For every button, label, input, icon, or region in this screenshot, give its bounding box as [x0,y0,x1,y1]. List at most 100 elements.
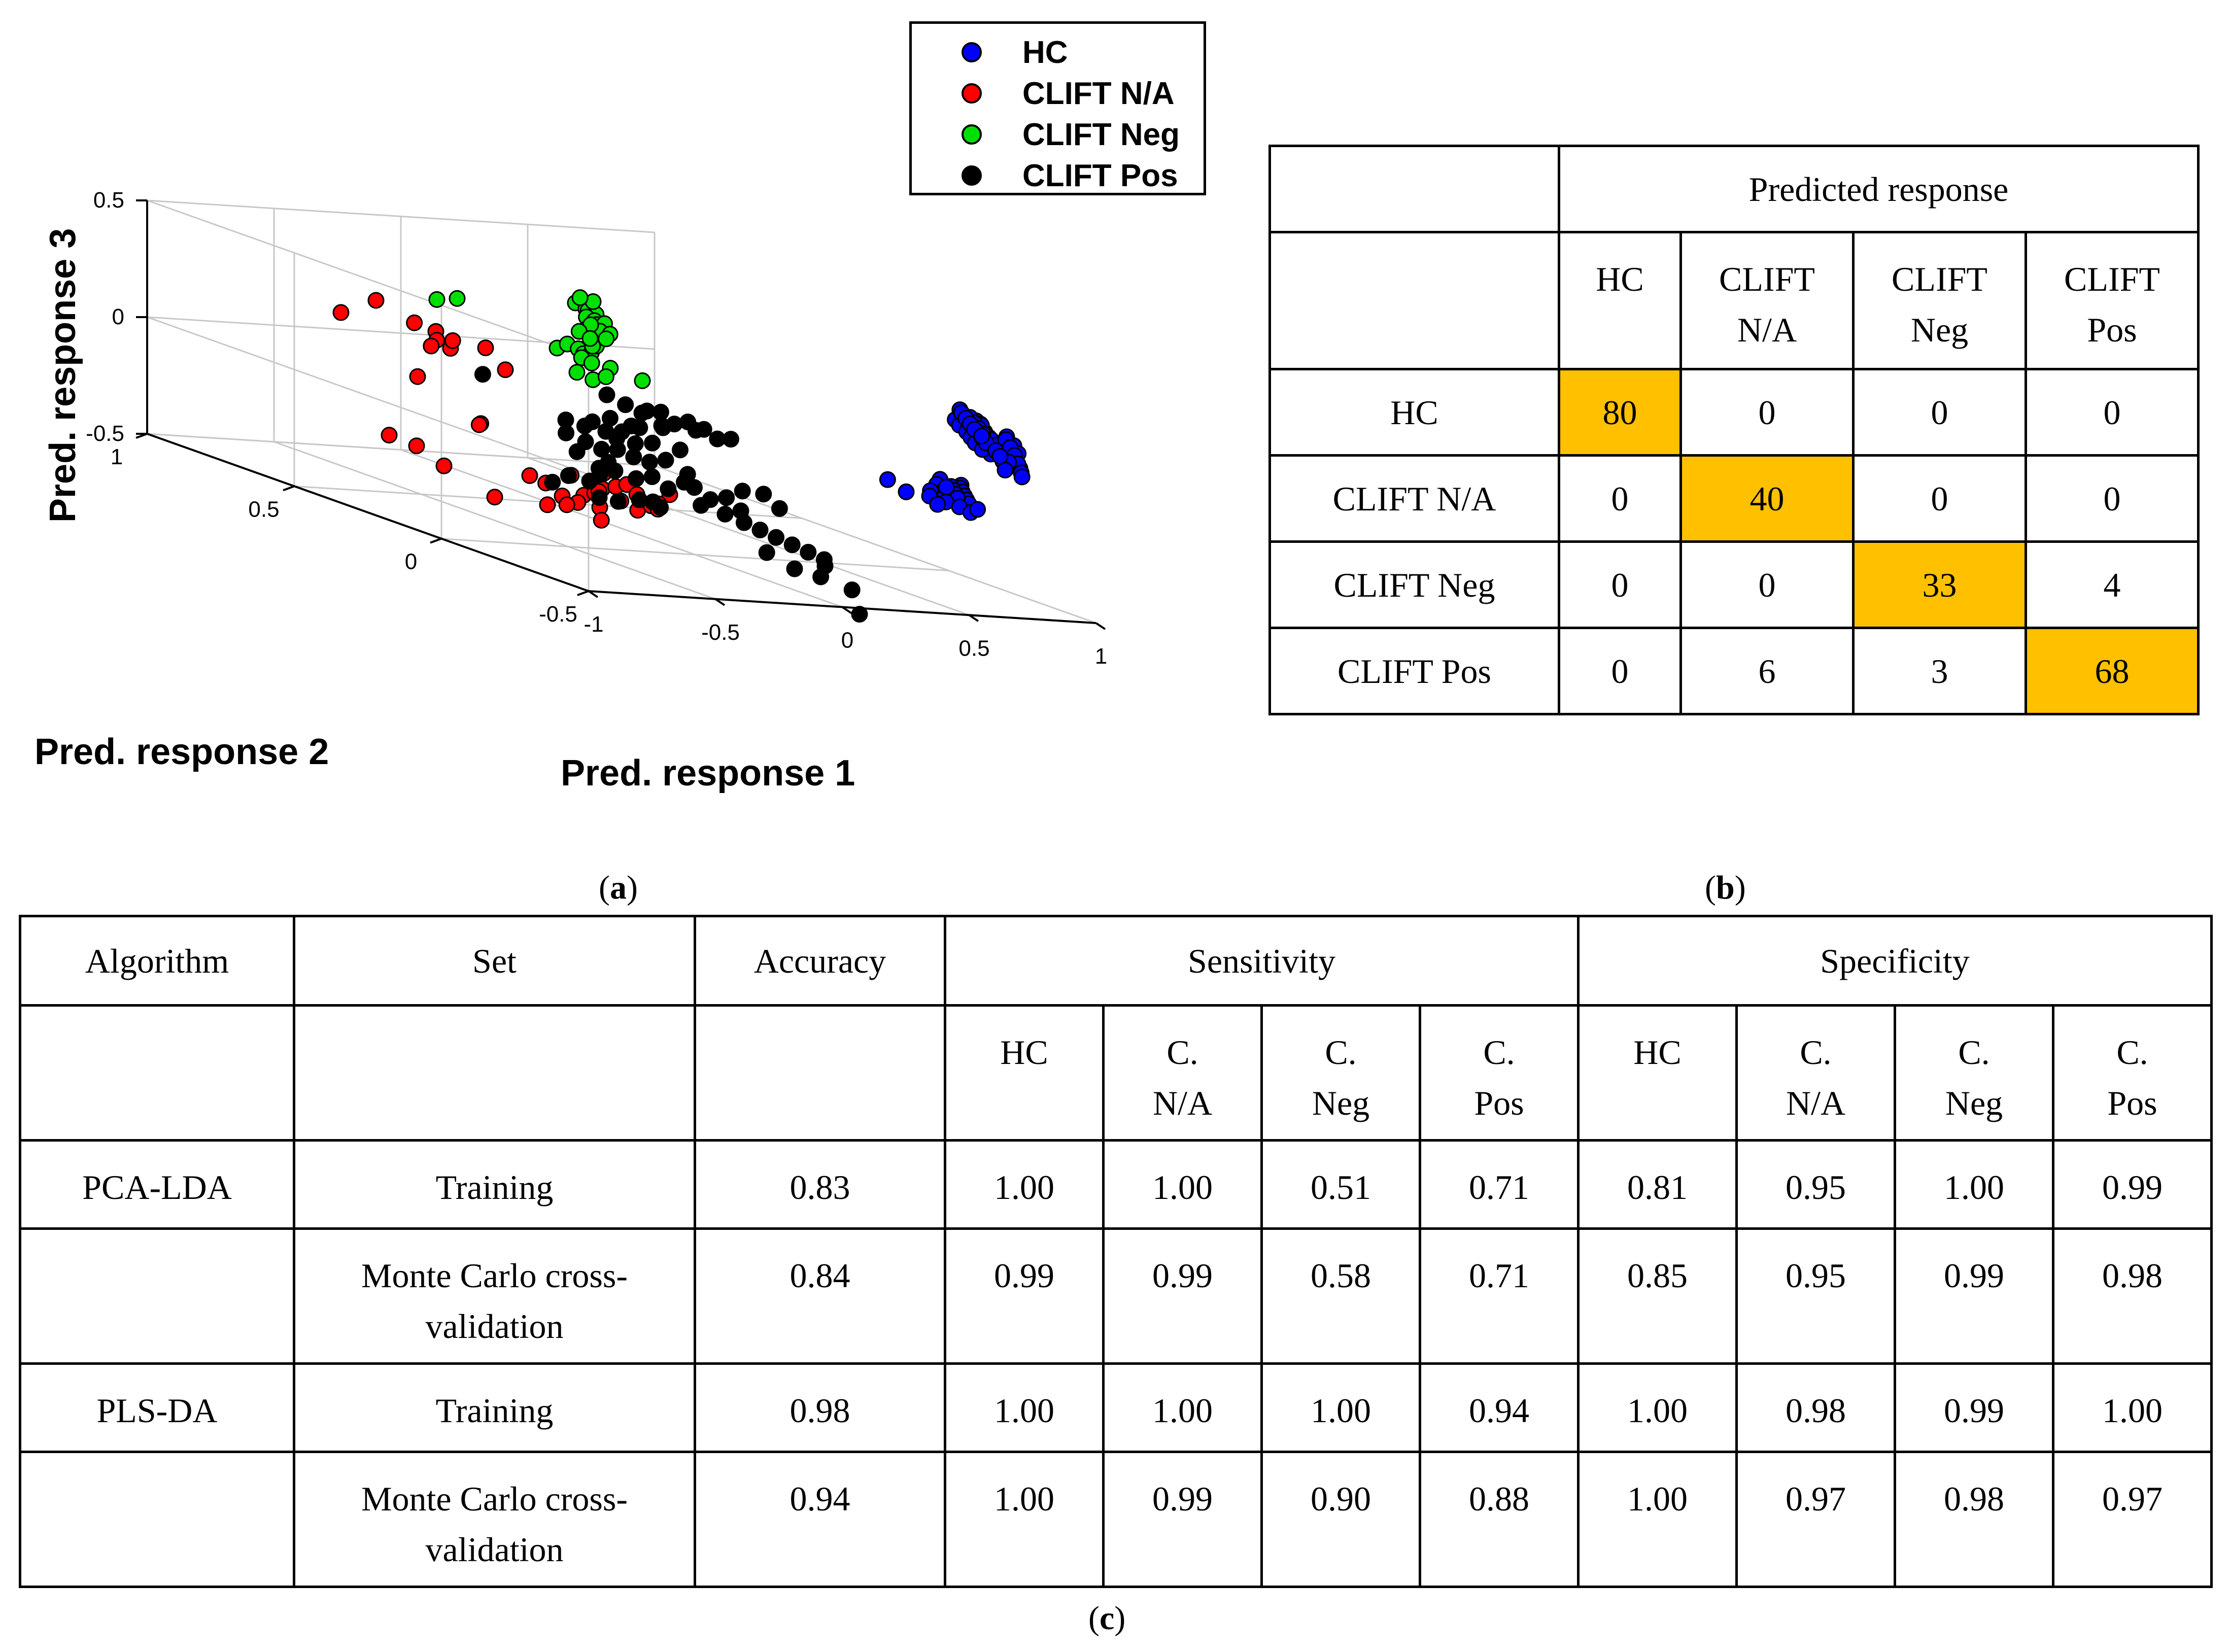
matrix-cell: 80 [1558,368,1682,457]
legend-label-clift-neg: CLIFT Neg [1022,117,1180,152]
matrix-cell: 4 [2025,540,2200,629]
metric-cell: 1.00 [944,1139,1105,1230]
matrix-cell: 3 [1852,627,2027,715]
data-point [898,483,915,500]
matrix-cell: 0 [1679,368,1855,457]
data-point [653,417,670,434]
data-point [755,486,772,503]
x-tick [588,590,599,598]
legend-marker-clift-neg [962,124,982,145]
col-header-clift-pos: CLIFT Pos [2025,231,2200,370]
grid-line [147,433,655,467]
data-point [685,479,703,496]
metric-cell: 0.97 [1735,1451,1896,1588]
data-point [800,543,817,561]
col-header-clift-neg: CLIFT Neg [1852,231,2027,370]
metric-cell: 0.99 [1102,1227,1263,1365]
x-tick-label: 0.5 [958,636,989,661]
col-header-hc: HC [1558,231,1682,370]
data-point [474,366,491,383]
data-point [657,452,674,469]
table-row: PLS-DA Training 0.98 1.00 1.00 1.00 0.94… [19,1362,2213,1453]
confusion-row-clift-neg: CLIFT Neg 0 0 33 4 [1268,540,2200,629]
data-point [732,502,749,520]
data-point [435,457,453,474]
algorithm-cell [19,1451,295,1588]
legend-marker-clift-na [962,83,982,104]
data-point [558,496,575,513]
accuracy-cell: 0.94 [694,1451,946,1588]
data-point [783,536,801,554]
metric-cell: 0.95 [1735,1227,1896,1365]
matrix-cell: 0 [1558,454,1682,543]
table-row: Monte Carlo cross-validation 0.84 0.99 0… [19,1227,2213,1365]
predicted-response-header: Predicted response [1558,145,2200,233]
set-cell: Monte Carlo cross-validation [293,1451,696,1588]
legend-label-hc: HC [1022,35,1068,70]
x-tick-label: 1 [1095,644,1107,669]
header-algorithm: Algorithm [19,915,295,1007]
data-point [581,330,599,347]
subheader-spec-neg: C. Neg [1894,1004,2054,1142]
z-tick-label: -0.5 [86,421,124,446]
metric-cell: 0.98 [1894,1451,2054,1588]
empty-cell [293,1004,696,1142]
data-point [1013,468,1031,486]
x-tick [714,598,726,606]
data-point [634,372,651,389]
confusion-row-clift-pos: CLIFT Pos 0 6 3 68 [1268,627,2200,715]
data-point [628,470,645,487]
plot-legend: HC CLIFT N/A CLIFT Neg CLIFT Pos [909,21,1206,195]
metric-cell: 0.99 [1102,1451,1263,1588]
legend-item-clift-neg: CLIFT Neg [912,113,1204,154]
matrix-cell: 0 [1558,627,1682,715]
metric-cell: 0.71 [1419,1139,1580,1230]
data-point [497,361,514,378]
data-point [597,368,614,385]
data-point [609,441,626,458]
metric-cell: 0.99 [1894,1227,2054,1365]
data-point [423,337,440,355]
data-point [771,500,788,517]
confusion-corner-cell-2 [1268,231,1560,370]
metric-cell: 0.88 [1419,1451,1580,1588]
data-point [815,551,833,568]
data-point [633,404,650,422]
data-point [568,364,586,381]
data-point [693,497,710,514]
header-sensitivity: Sensitivity [944,915,1580,1007]
caption-c: (c) [1088,1600,1126,1637]
matrix-cell: 40 [1679,454,1855,543]
x-tick [841,606,852,614]
data-point [991,448,1009,465]
confusion-header-row: Predicted response [1268,145,2200,233]
series-clift-neg [428,289,651,389]
data-point [601,409,619,427]
data-point [408,437,425,455]
legend-label-clift-pos: CLIFT Pos [1022,158,1178,193]
legend-marker-clift-pos [962,165,982,186]
data-point [641,454,658,471]
set-cell: Monte Carlo cross-validation [293,1227,696,1365]
algorithm-cell: PCA-LDA [19,1139,295,1230]
data-point [644,493,662,510]
subheader-sens-neg: C. Neg [1260,1004,1421,1142]
x-axis-label: Pred. response 1 [561,753,855,794]
algorithm-cell [19,1227,295,1365]
data-point [631,491,648,508]
data-point [591,489,608,506]
row-label: HC [1268,368,1560,457]
metric-cell: 1.00 [1894,1139,2054,1230]
data-point [643,468,661,486]
empty-cell [19,1004,295,1142]
subheader-spec-na: C. N/A [1735,1004,1896,1142]
data-point [477,339,494,357]
data-point [929,496,946,513]
metric-cell: 0.99 [2052,1139,2213,1230]
data-point [449,290,466,307]
data-point [568,443,586,460]
col-header-clift-na: CLIFT N/A [1679,231,1855,370]
y-tick [283,485,295,492]
data-point [879,471,896,488]
y-tick-label: 1 [111,444,123,469]
